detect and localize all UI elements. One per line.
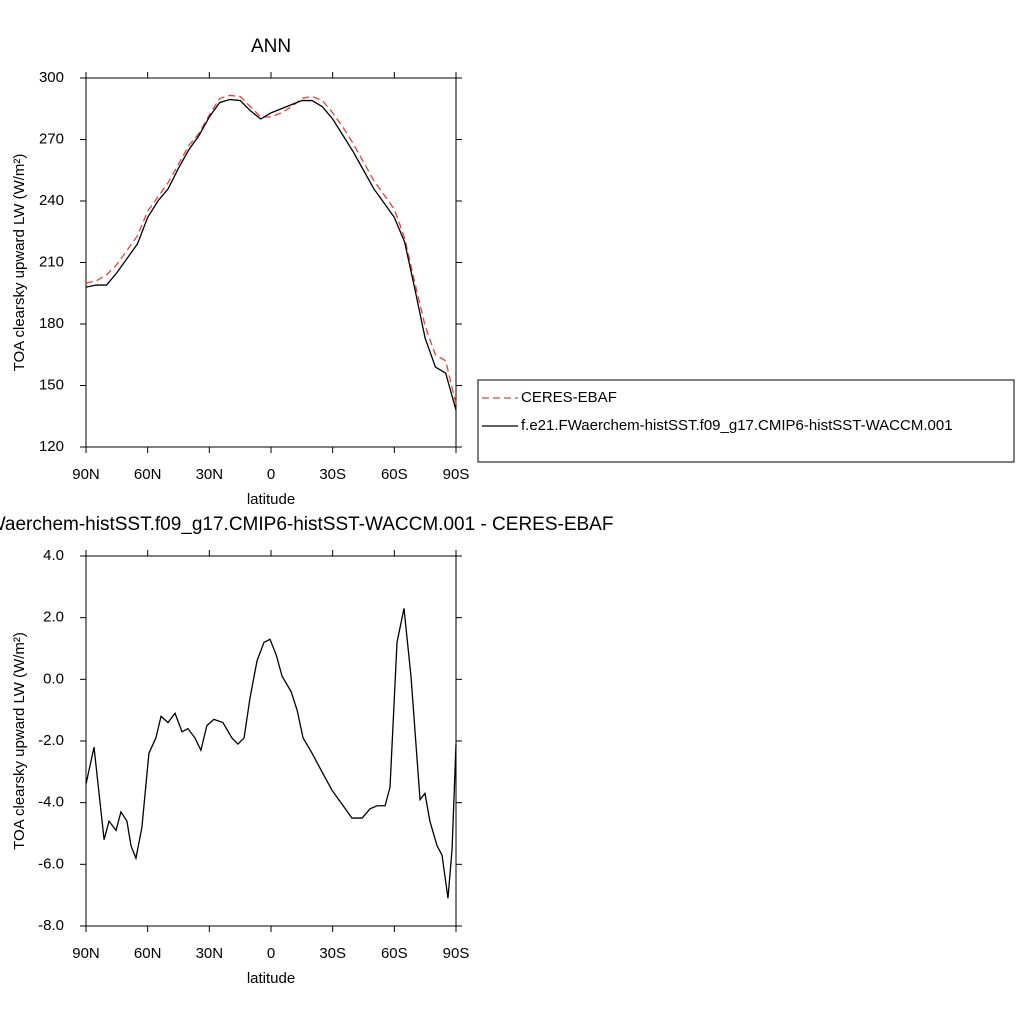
data-line <box>85 98 457 411</box>
x-tick-label: 30N <box>196 466 224 483</box>
x-tick-label: 30N <box>196 945 224 962</box>
x-tick-label: 90S <box>443 945 470 962</box>
y-tick-label: 300 <box>39 69 64 86</box>
y-tick-label: -8.0 <box>38 917 64 934</box>
plot-frame <box>85 555 457 927</box>
x-tick-label: 0 <box>267 466 275 483</box>
x-tick-label: 60S <box>381 466 408 483</box>
chart-title: f.e21.FWaerchem-histSST.f09_g17.CMIP6-hi… <box>0 514 613 535</box>
x-tick-label: 30S <box>319 466 346 483</box>
x-axis-label: latitude <box>247 491 295 508</box>
x-tick-label: 60N <box>134 466 162 483</box>
x-tick-label: 60N <box>134 945 162 962</box>
x-tick-label: 30S <box>319 945 346 962</box>
x-tick-label: 90N <box>72 466 100 483</box>
data-line <box>85 94 457 405</box>
legend-label: f.e21.FWaerchem-histSST.f09_g17.CMIP6-hi… <box>521 417 953 434</box>
y-tick-label: 120 <box>39 438 64 455</box>
legend-box <box>477 379 1015 463</box>
y-tick-label: 210 <box>39 253 64 270</box>
y-axis-label: TOA clearsky upward LW (W/m²) <box>11 632 28 850</box>
y-tick-label: -6.0 <box>38 855 64 872</box>
y-tick-label: -4.0 <box>38 794 64 811</box>
x-tick-label: 90S <box>443 466 470 483</box>
plot-frame <box>85 77 457 448</box>
x-tick-label: 0 <box>267 945 275 962</box>
y-tick-label: 0.0 <box>43 670 64 687</box>
y-tick-label: 2.0 <box>43 609 64 626</box>
data-line <box>85 608 457 899</box>
y-tick-label: -2.0 <box>38 732 64 749</box>
y-tick-label: 150 <box>39 376 64 393</box>
chart-title: ANN <box>251 36 291 57</box>
y-tick-label: 240 <box>39 192 64 209</box>
x-tick-label: 90N <box>72 945 100 962</box>
x-axis-label: latitude <box>247 970 295 987</box>
y-tick-label: 4.0 <box>43 547 64 564</box>
y-tick-label: 180 <box>39 315 64 332</box>
x-tick-label: 60S <box>381 945 408 962</box>
y-tick-label: 270 <box>39 130 64 147</box>
legend-label: CERES-EBAF <box>521 389 617 406</box>
y-axis-label: TOA clearsky upward LW (W/m²) <box>11 154 28 372</box>
